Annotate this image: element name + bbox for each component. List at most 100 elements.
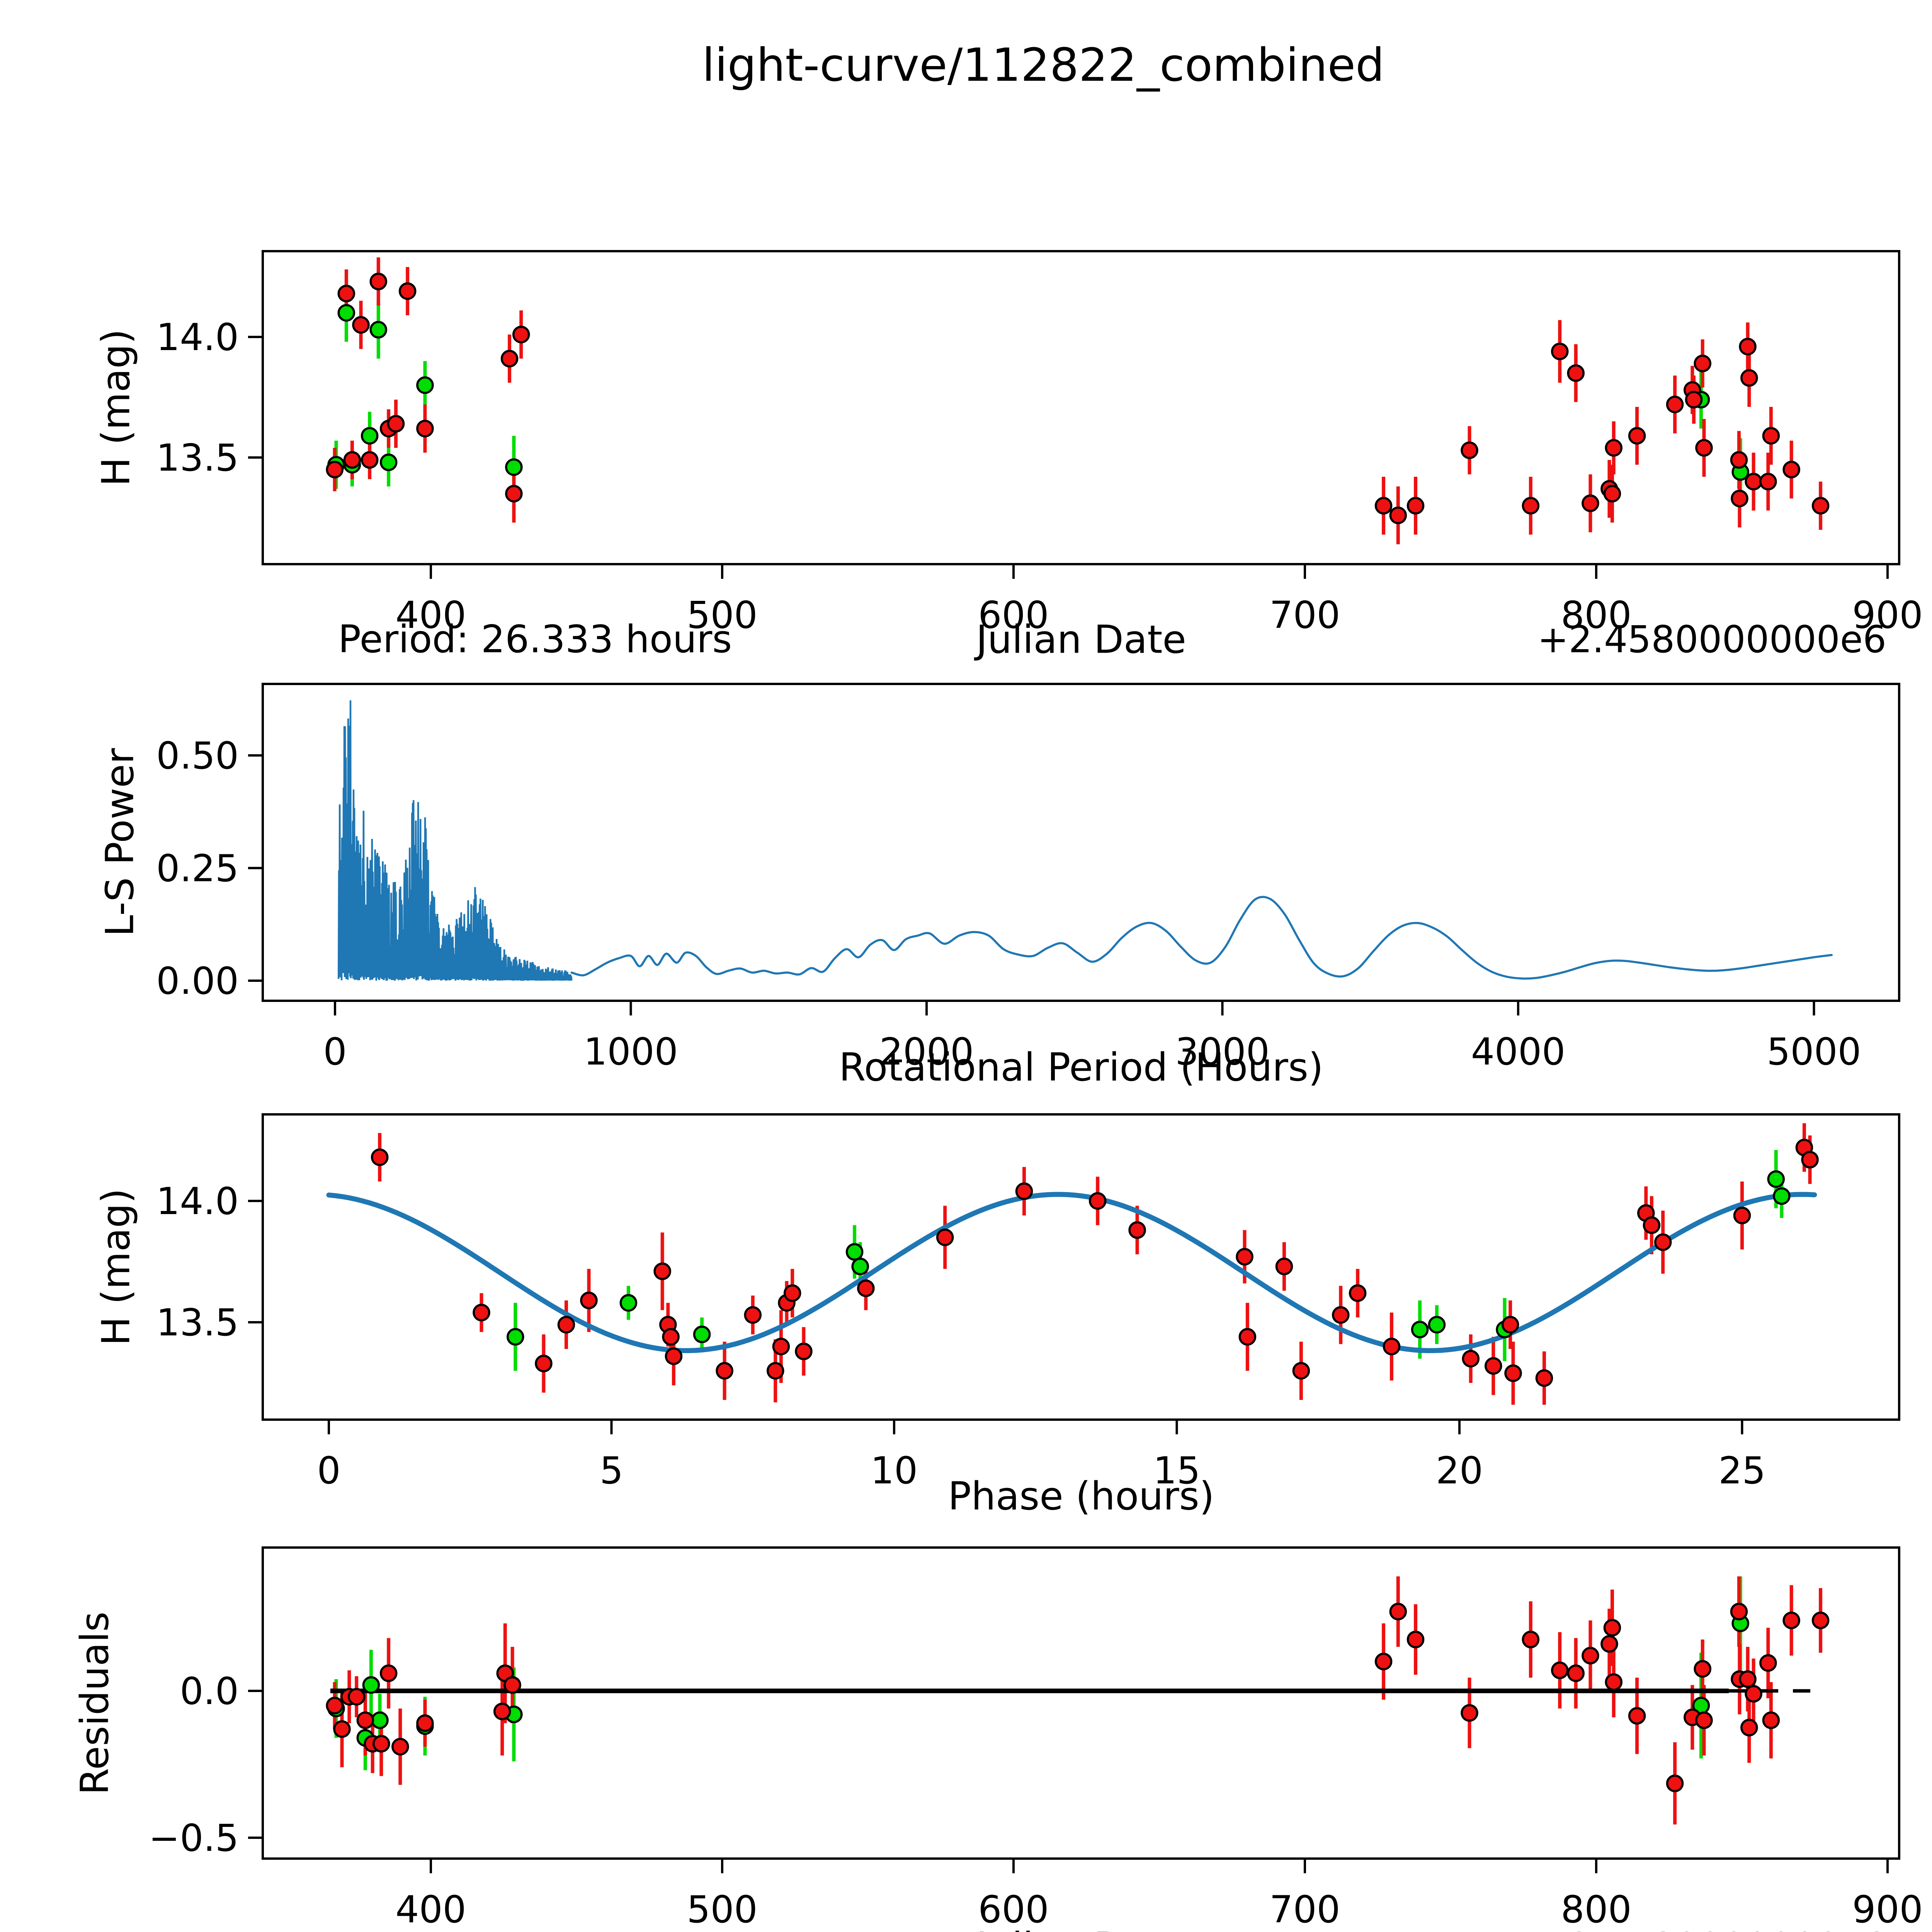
data-point xyxy=(1773,1187,1791,1205)
data-point xyxy=(1275,1257,1293,1276)
data-point xyxy=(580,1291,598,1310)
data-point xyxy=(1694,354,1711,372)
x-tick-label: 15 xyxy=(1153,1449,1200,1492)
y-tick-label: 13.5 xyxy=(156,436,239,480)
data-point xyxy=(1600,1635,1618,1653)
panel1-y-axis-label: H (mag) xyxy=(93,329,139,486)
x-tick-label: 500 xyxy=(687,594,757,637)
data-point xyxy=(653,1262,671,1280)
data-point xyxy=(1292,1362,1310,1380)
data-point xyxy=(473,1304,490,1321)
data-point xyxy=(767,1362,784,1380)
data-point xyxy=(1739,338,1757,355)
data-point xyxy=(326,1697,344,1714)
panel1-x-axis-label: Julian Date xyxy=(976,617,1186,662)
x-tick-label: 4000 xyxy=(1471,1030,1565,1073)
panel3-y-axis-label: H (mag) xyxy=(93,1188,139,1346)
data-point xyxy=(1389,507,1407,524)
data-point xyxy=(337,304,355,322)
data-point xyxy=(356,1711,374,1729)
axes-spines xyxy=(262,1113,1900,1421)
data-point xyxy=(416,376,434,394)
data-point xyxy=(352,316,370,334)
x-tick-label: 5 xyxy=(600,1449,623,1492)
data-point xyxy=(1374,497,1393,515)
data-point xyxy=(619,1294,638,1312)
data-point xyxy=(1406,497,1425,515)
x-tick-label: 2000 xyxy=(879,1030,974,1073)
data-point xyxy=(1389,1603,1407,1621)
data-point xyxy=(1461,1704,1478,1722)
y-tick-label: 0.50 xyxy=(156,734,239,777)
x-tick-label: 3000 xyxy=(1175,1030,1269,1073)
data-point xyxy=(1015,1182,1033,1200)
x-tick-label: 0 xyxy=(323,1030,347,1073)
data-point xyxy=(1730,451,1748,469)
x-tick-label: 800 xyxy=(1561,594,1631,637)
data-point xyxy=(369,321,388,339)
data-point xyxy=(1462,1350,1480,1367)
data-point xyxy=(1567,1664,1585,1682)
panel-periodogram: 0 1000 2000 3000 4000 5000 0.00 0.25 0.50 xyxy=(156,683,1900,1073)
data-point xyxy=(1782,461,1800,478)
data-point xyxy=(1654,1233,1672,1251)
x-tick-label: 500 xyxy=(687,1888,757,1931)
data-point xyxy=(1730,1603,1748,1621)
data-point xyxy=(1501,1316,1519,1334)
axes-spines xyxy=(262,1546,1900,1860)
data-point xyxy=(326,461,344,478)
x-tick-label: 600 xyxy=(978,594,1049,637)
data-point xyxy=(371,1711,389,1729)
y-tick-label: 14.0 xyxy=(156,1180,239,1223)
data-point xyxy=(1745,473,1762,491)
data-point xyxy=(361,451,379,469)
panel4-y-axis-label: Residuals xyxy=(72,1611,117,1795)
data-point xyxy=(1811,1611,1830,1629)
data-point xyxy=(387,415,405,433)
data-point xyxy=(333,1720,351,1738)
x-tick-label: 900 xyxy=(1852,594,1923,637)
data-point xyxy=(1811,497,1830,515)
data-point xyxy=(347,1688,366,1706)
data-point xyxy=(1695,1711,1713,1729)
data-point xyxy=(1628,427,1646,445)
data-point xyxy=(1605,1673,1622,1691)
y-tick-label: 0.25 xyxy=(156,847,239,890)
panel2-y-axis-label: L-S Power xyxy=(97,748,143,937)
data-point xyxy=(1759,473,1777,491)
data-point xyxy=(505,485,523,503)
axes-spines xyxy=(262,683,1900,1002)
panel-phased-lightcurve: 0 5 10 15 20 25 14.0 13.5 xyxy=(156,1113,1900,1492)
data-point xyxy=(772,1338,790,1355)
panel-residuals: 400 500 600 700 800 900 0.0 −0.5 xyxy=(149,1546,1923,1931)
data-point xyxy=(535,1355,553,1372)
data-point xyxy=(500,350,519,367)
panel2-x-axis-label: Rotational Period (Hours) xyxy=(839,1044,1323,1090)
data-point xyxy=(512,326,530,344)
data-point xyxy=(416,1714,434,1732)
data-point xyxy=(1666,395,1684,413)
data-point xyxy=(665,1347,683,1365)
y-tick-label: 0.0 xyxy=(180,1670,239,1713)
data-point xyxy=(1383,1338,1401,1355)
data-point xyxy=(1582,1647,1599,1665)
data-point xyxy=(503,1676,521,1694)
x-tick-label: 900 xyxy=(1852,1888,1923,1931)
data-point xyxy=(416,420,434,437)
x-tick-label: 25 xyxy=(1718,1449,1765,1492)
x-tick-label: 20 xyxy=(1436,1449,1483,1492)
data-point xyxy=(744,1306,762,1324)
data-point xyxy=(1740,369,1758,387)
data-point xyxy=(936,1228,954,1246)
data-point xyxy=(1628,1707,1646,1725)
data-point xyxy=(1535,1369,1553,1387)
data-point xyxy=(1731,490,1748,507)
data-point xyxy=(1522,1631,1540,1648)
x-tick-label: 5000 xyxy=(1767,1030,1861,1073)
period-annotation: Period: 26.333 hours xyxy=(338,617,732,662)
data-point xyxy=(1733,1206,1751,1225)
data-point xyxy=(1332,1306,1350,1324)
data-point xyxy=(716,1362,733,1380)
data-point xyxy=(371,1148,389,1166)
